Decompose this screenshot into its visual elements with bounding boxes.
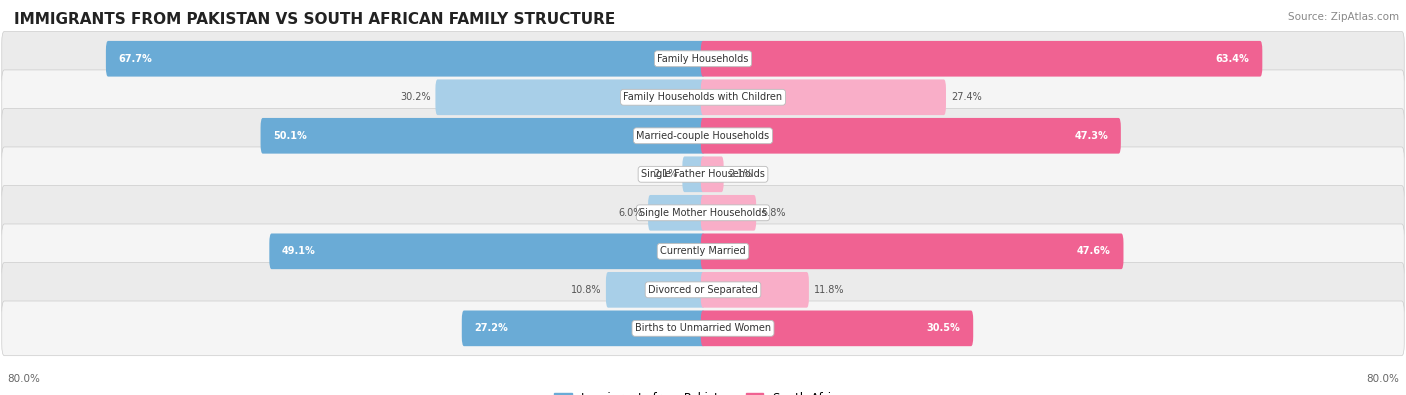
FancyBboxPatch shape xyxy=(461,310,706,346)
FancyBboxPatch shape xyxy=(105,41,706,77)
Text: 80.0%: 80.0% xyxy=(1367,374,1399,384)
FancyBboxPatch shape xyxy=(700,41,1263,77)
Text: 63.4%: 63.4% xyxy=(1216,54,1250,64)
FancyBboxPatch shape xyxy=(1,109,1405,163)
Text: Single Father Households: Single Father Households xyxy=(641,169,765,179)
FancyBboxPatch shape xyxy=(1,70,1405,124)
Text: 27.2%: 27.2% xyxy=(475,324,509,333)
FancyBboxPatch shape xyxy=(700,79,946,115)
FancyBboxPatch shape xyxy=(700,118,1121,154)
Text: 27.4%: 27.4% xyxy=(950,92,981,102)
FancyBboxPatch shape xyxy=(606,272,706,308)
Text: Family Households: Family Households xyxy=(658,54,748,64)
Text: Single Mother Households: Single Mother Households xyxy=(640,208,766,218)
Text: 47.3%: 47.3% xyxy=(1074,131,1108,141)
Text: 2.1%: 2.1% xyxy=(652,169,678,179)
FancyBboxPatch shape xyxy=(700,310,973,346)
FancyBboxPatch shape xyxy=(270,233,706,269)
Text: 5.8%: 5.8% xyxy=(761,208,786,218)
FancyBboxPatch shape xyxy=(436,79,706,115)
Text: 47.6%: 47.6% xyxy=(1077,246,1111,256)
Legend: Immigrants from Pakistan, South African: Immigrants from Pakistan, South African xyxy=(550,387,856,395)
Text: 11.8%: 11.8% xyxy=(814,285,844,295)
Text: Family Households with Children: Family Households with Children xyxy=(623,92,783,102)
Text: IMMIGRANTS FROM PAKISTAN VS SOUTH AFRICAN FAMILY STRUCTURE: IMMIGRANTS FROM PAKISTAN VS SOUTH AFRICA… xyxy=(14,12,616,27)
FancyBboxPatch shape xyxy=(1,147,1405,201)
FancyBboxPatch shape xyxy=(1,186,1405,240)
FancyBboxPatch shape xyxy=(1,301,1405,356)
Text: 2.1%: 2.1% xyxy=(728,169,754,179)
Text: 67.7%: 67.7% xyxy=(118,54,152,64)
FancyBboxPatch shape xyxy=(700,272,808,308)
Text: Source: ZipAtlas.com: Source: ZipAtlas.com xyxy=(1288,12,1399,22)
FancyBboxPatch shape xyxy=(700,233,1123,269)
FancyBboxPatch shape xyxy=(682,156,706,192)
FancyBboxPatch shape xyxy=(700,195,756,231)
Text: 10.8%: 10.8% xyxy=(571,285,602,295)
FancyBboxPatch shape xyxy=(648,195,706,231)
FancyBboxPatch shape xyxy=(260,118,706,154)
Text: Currently Married: Currently Married xyxy=(661,246,745,256)
FancyBboxPatch shape xyxy=(1,32,1405,86)
Text: 50.1%: 50.1% xyxy=(273,131,307,141)
Text: Births to Unmarried Women: Births to Unmarried Women xyxy=(636,324,770,333)
FancyBboxPatch shape xyxy=(1,224,1405,278)
Text: 30.5%: 30.5% xyxy=(927,324,960,333)
FancyBboxPatch shape xyxy=(1,263,1405,317)
Text: 80.0%: 80.0% xyxy=(7,374,39,384)
Text: 30.2%: 30.2% xyxy=(399,92,430,102)
Text: 49.1%: 49.1% xyxy=(283,246,316,256)
FancyBboxPatch shape xyxy=(700,156,724,192)
Text: Married-couple Households: Married-couple Households xyxy=(637,131,769,141)
Text: Divorced or Separated: Divorced or Separated xyxy=(648,285,758,295)
Text: 6.0%: 6.0% xyxy=(619,208,644,218)
